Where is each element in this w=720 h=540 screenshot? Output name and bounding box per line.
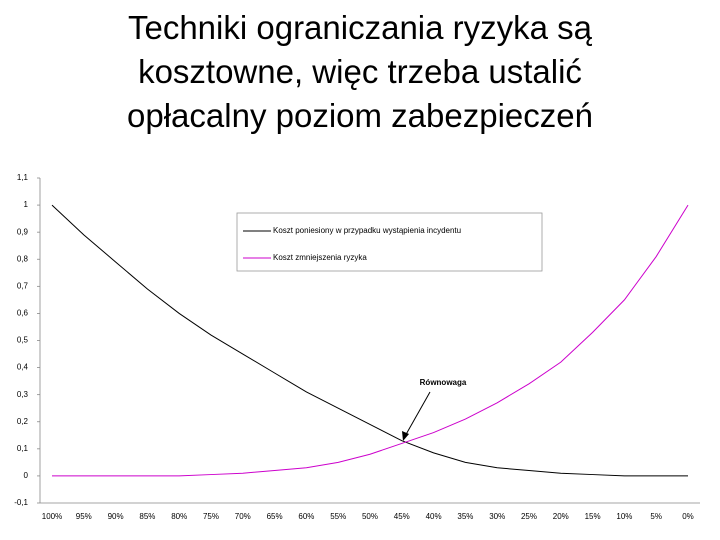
x-tick-label: 10% <box>616 512 632 521</box>
y-tick-label: 0,4 <box>17 363 29 372</box>
title-line: Techniki ograniczania ryzyka są <box>127 9 593 46</box>
x-tick-label: 80% <box>171 512 187 521</box>
series-line <box>51 204 688 477</box>
legend-label: Koszt zmniejszenia ryzyka <box>273 253 367 262</box>
chart-title: Techniki ograniczania ryzyka są kosztowne… <box>0 6 720 138</box>
y-tick-label: 0,8 <box>17 254 29 263</box>
y-tick-label: 0,9 <box>17 227 29 236</box>
title-line: opłacalny poziom zabezpieczeń <box>127 97 593 134</box>
y-tick-label: 0,2 <box>17 417 29 426</box>
y-tick-label: 0 <box>24 471 29 480</box>
y-tick-label: 1,1 <box>17 173 29 182</box>
x-tick-label: 40% <box>426 512 442 521</box>
y-tick-label: 1 <box>24 200 29 209</box>
x-tick-label: 35% <box>457 512 473 521</box>
x-tick-label: 45% <box>394 512 410 521</box>
series-line <box>52 204 689 477</box>
x-tick-label: 5% <box>650 512 662 521</box>
y-tick-label: 0,5 <box>17 336 29 345</box>
x-tick-label: 85% <box>139 512 155 521</box>
x-tick-label: 20% <box>553 512 569 521</box>
title-line: kosztowne, więc trzeba ustalić <box>138 53 582 90</box>
x-tick-label: 75% <box>203 512 219 521</box>
x-tick-label: 25% <box>521 512 537 521</box>
y-tick-label: 0,7 <box>17 281 29 290</box>
x-tick-label: 55% <box>330 512 346 521</box>
annotation: Równowaga <box>420 378 467 387</box>
annotation-arrow <box>403 391 431 439</box>
x-tick-label: 60% <box>298 512 314 521</box>
x-tick-label: 70% <box>235 512 251 521</box>
legend-label: Koszt poniesiony w przypadku wystąpienia… <box>273 226 461 235</box>
x-tick-label: 95% <box>76 512 92 521</box>
x-tick-label: 65% <box>267 512 283 521</box>
y-tick-label: 0,1 <box>17 444 29 453</box>
y-tick-label: 0,6 <box>17 309 29 318</box>
x-tick-label: 50% <box>362 512 378 521</box>
annotation-arrowhead <box>402 431 409 441</box>
legend-box <box>236 212 543 272</box>
x-tick-label: 100% <box>42 512 62 521</box>
y-tick-label: -0,1 <box>14 498 28 507</box>
x-tick-label: 30% <box>489 512 505 521</box>
y-tick-label: 0,3 <box>17 390 29 399</box>
x-tick-label: 15% <box>585 512 601 521</box>
x-tick-label: 90% <box>108 512 124 521</box>
x-tick-label: 0% <box>682 512 694 521</box>
